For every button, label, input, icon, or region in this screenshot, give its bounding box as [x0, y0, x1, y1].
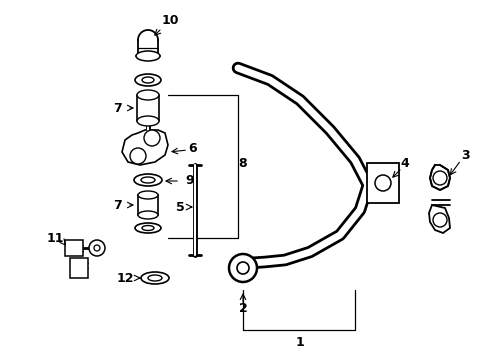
Ellipse shape	[141, 272, 169, 284]
Ellipse shape	[138, 211, 158, 219]
Ellipse shape	[148, 275, 162, 281]
Polygon shape	[122, 130, 168, 165]
Circle shape	[374, 175, 390, 191]
Ellipse shape	[138, 191, 158, 199]
Text: 10: 10	[161, 14, 179, 27]
Text: 7: 7	[113, 102, 122, 114]
Ellipse shape	[135, 223, 161, 233]
Text: 12: 12	[116, 271, 134, 284]
Circle shape	[237, 262, 248, 274]
Text: 2: 2	[238, 302, 247, 315]
Circle shape	[228, 254, 257, 282]
Text: 6: 6	[188, 141, 197, 154]
Ellipse shape	[142, 225, 154, 230]
Text: 1: 1	[295, 337, 304, 350]
Circle shape	[94, 245, 100, 251]
Bar	[366, 163, 398, 203]
Circle shape	[143, 130, 160, 146]
Bar	[70, 258, 88, 278]
Ellipse shape	[135, 74, 161, 86]
Ellipse shape	[136, 51, 160, 61]
Circle shape	[130, 148, 146, 164]
Text: 3: 3	[460, 149, 468, 162]
Ellipse shape	[141, 177, 155, 183]
Text: 4: 4	[400, 157, 408, 170]
Text: 8: 8	[238, 157, 247, 170]
Bar	[65, 240, 83, 256]
Bar	[137, 95, 159, 121]
Polygon shape	[429, 165, 449, 190]
Ellipse shape	[137, 90, 159, 100]
Ellipse shape	[142, 77, 154, 83]
Ellipse shape	[134, 174, 162, 186]
Text: 9: 9	[185, 174, 194, 186]
Ellipse shape	[137, 116, 159, 126]
Text: 11: 11	[46, 231, 63, 244]
Circle shape	[432, 213, 446, 227]
Text: 5: 5	[175, 201, 184, 213]
Bar	[138, 195, 158, 215]
Circle shape	[89, 240, 105, 256]
Polygon shape	[428, 205, 449, 233]
Text: 7: 7	[113, 198, 122, 212]
Circle shape	[432, 171, 446, 185]
